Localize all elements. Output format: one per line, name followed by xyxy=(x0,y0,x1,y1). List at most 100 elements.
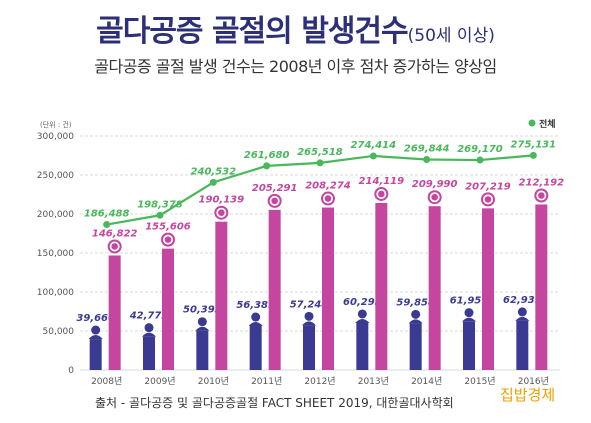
x-tick-label: 2012년 xyxy=(304,376,335,387)
watermark: 집밥경제 xyxy=(500,386,556,404)
total-label: 275,131 xyxy=(511,139,557,150)
bar-men xyxy=(249,326,262,370)
bar-label-women: 207,219 xyxy=(465,181,511,192)
total-label: 198,378 xyxy=(137,199,183,210)
title-main: 골다공증 골절의 발생건수 xyxy=(96,14,408,49)
bar-men xyxy=(516,320,529,370)
bar-label-women: 190,139 xyxy=(199,195,245,206)
x-tick-label: 2008년 xyxy=(91,376,122,387)
bar-women xyxy=(162,248,174,370)
bar-women xyxy=(482,208,494,370)
bar-women xyxy=(322,207,334,370)
bar-men xyxy=(303,325,315,370)
bar-label-women: 214,119 xyxy=(359,176,405,187)
man-icon xyxy=(91,325,101,335)
total-label: 265,518 xyxy=(297,147,343,158)
y-tick-label: 100,000 xyxy=(37,288,74,298)
bar-label-men: 39,666 xyxy=(76,313,115,324)
man-icon-body xyxy=(248,322,263,327)
x-tick-label: 2010년 xyxy=(198,376,229,387)
bar-women xyxy=(215,221,228,370)
bar-women xyxy=(428,206,441,370)
bar-label-men: 62,939 xyxy=(503,295,542,306)
total-point xyxy=(423,156,431,164)
woman-icon-face xyxy=(111,243,118,250)
bar-label-women: 155,606 xyxy=(145,222,191,233)
total-label: 269,170 xyxy=(457,144,503,155)
x-tick-label: 2013년 xyxy=(358,376,389,387)
total-point xyxy=(476,156,484,164)
bar-label-women: 209,990 xyxy=(412,179,458,190)
man-icon xyxy=(251,312,261,322)
woman-icon-face xyxy=(324,195,332,202)
woman-icon-face xyxy=(378,190,385,198)
man-icon-body xyxy=(142,332,156,337)
total-point xyxy=(529,151,537,159)
woman-icon-face xyxy=(538,192,545,199)
woman-icon-face xyxy=(218,209,225,216)
bar-women xyxy=(108,255,121,370)
chart-title: 골다공증 골절의 발생건수(50세 이상) xyxy=(0,6,591,50)
bar-label-women: 208,274 xyxy=(305,181,351,192)
bar-men xyxy=(356,322,369,370)
woman-icon-face xyxy=(484,196,492,203)
man-icon xyxy=(464,308,474,318)
total-point xyxy=(263,162,271,170)
legend-label: 전체 xyxy=(539,118,556,130)
man-icon-body xyxy=(195,326,210,331)
total-point xyxy=(209,178,217,186)
legend-marker xyxy=(528,119,536,127)
y-tick-label: 50,000 xyxy=(43,327,75,337)
man-icon-body xyxy=(408,319,423,324)
bar-label-men: 50,393 xyxy=(183,305,222,316)
bar-label-men: 61,951 xyxy=(450,296,489,307)
bar-men xyxy=(196,330,209,370)
bar-label-men: 60,295 xyxy=(343,297,382,308)
man-icon-body xyxy=(462,317,476,322)
man-icon-body xyxy=(355,318,370,323)
total-point xyxy=(156,211,164,219)
bar-label-women: 205,291 xyxy=(252,183,298,194)
bar-women xyxy=(375,202,388,370)
source-note: 출처 - 골다공증 및 골다공증골절 FACT SHEET 2019, 대한골대… xyxy=(95,396,454,410)
total-label: 240,532 xyxy=(191,166,237,177)
x-tick-label: 2009년 xyxy=(144,376,175,387)
woman-icon-face xyxy=(271,197,278,205)
man-icon-body xyxy=(515,316,530,321)
bar-label-men: 56,389 xyxy=(236,300,275,311)
man-icon xyxy=(517,307,527,317)
x-tick-label: 2015년 xyxy=(464,376,495,387)
bar-men xyxy=(89,339,102,370)
total-label: 269,844 xyxy=(404,144,450,155)
total-label: 261,680 xyxy=(244,150,290,161)
chart-subtitle: 골다공증 골절 발생 건수는 2008년 이후 점차 증가하는 양상임 xyxy=(94,57,497,76)
man-icon xyxy=(304,311,314,321)
bar-label-women: 146,822 xyxy=(92,228,138,239)
bar-women xyxy=(535,204,548,370)
x-tick-label: 2014년 xyxy=(411,376,442,387)
bar-label-women: 212,192 xyxy=(519,177,565,188)
man-icon xyxy=(411,309,421,319)
bar-men xyxy=(409,323,422,370)
man-icon-body xyxy=(88,335,103,340)
man-icon xyxy=(197,317,207,327)
man-icon xyxy=(357,309,367,319)
man-icon xyxy=(144,323,154,333)
y-tick-label: 250,000 xyxy=(37,171,74,181)
title-suffix: (50세 이상) xyxy=(407,26,495,46)
total-point xyxy=(369,152,377,160)
total-point xyxy=(316,159,324,167)
total-point xyxy=(103,221,111,229)
woman-icon-face xyxy=(431,193,438,201)
y-tick-label: 200,000 xyxy=(37,210,74,220)
woman-icon-face xyxy=(164,236,172,243)
bar-men xyxy=(143,336,155,370)
bar-label-men: 42,772 xyxy=(129,311,169,322)
total-label: 274,414 xyxy=(351,140,397,151)
bar-women xyxy=(268,209,281,370)
total-label: 186,488 xyxy=(84,209,130,220)
y-tick-label: 300,000 xyxy=(37,132,74,142)
bar-label-men: 57,244 xyxy=(290,299,329,310)
y-tick-label: 150,000 xyxy=(37,249,74,259)
